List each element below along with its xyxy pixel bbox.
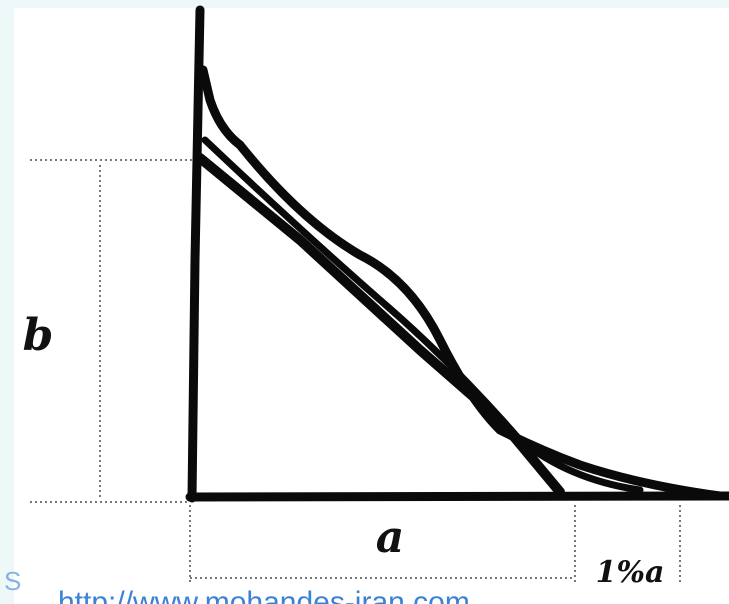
- horizontal-axis: [190, 496, 729, 497]
- diagram: b a 1%a S http://www.mohandes-iran.com: [0, 0, 729, 604]
- tail-label: 1%a: [596, 555, 665, 590]
- width-label: a: [376, 512, 405, 563]
- edge-text: S: [4, 566, 21, 596]
- watermark: http://www.mohandes-iran.com: [58, 586, 470, 604]
- height-label: b: [23, 310, 54, 361]
